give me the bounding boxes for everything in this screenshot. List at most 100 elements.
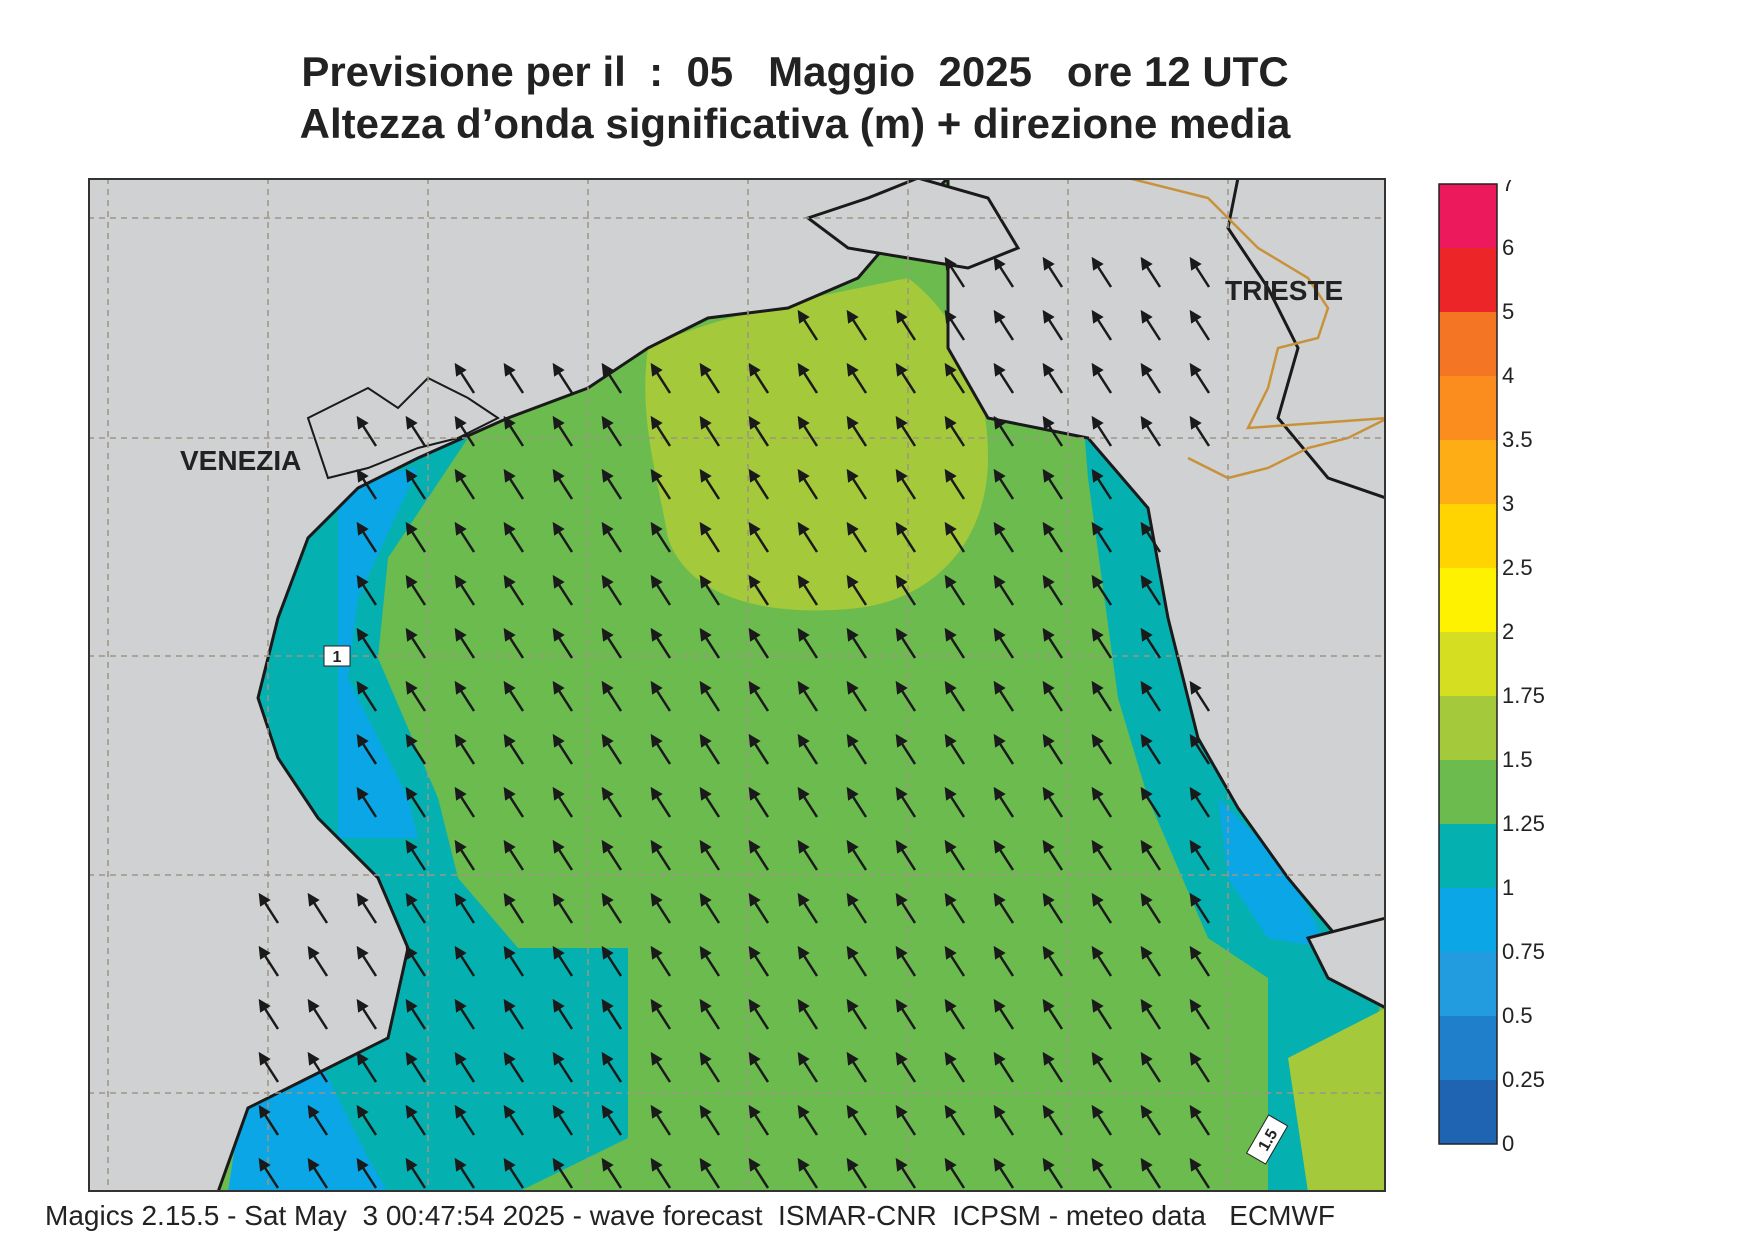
wave-arrow xyxy=(797,998,819,1030)
wave-arrow xyxy=(1042,521,1064,553)
contour-label-1: 1 xyxy=(323,645,351,667)
forecast-date-title: Previsione per il : 05 Maggio 2025 ore 1… xyxy=(301,48,1289,95)
wave-arrow xyxy=(846,839,868,871)
wave-arrow xyxy=(944,1104,966,1136)
wave-arrow xyxy=(748,468,770,500)
wave-arrow xyxy=(895,892,917,924)
wave-arrow xyxy=(454,680,476,712)
wave-arrow xyxy=(1042,574,1064,606)
wave-arrow xyxy=(797,362,819,394)
wave-arrow xyxy=(405,468,427,500)
wave-arrow xyxy=(258,945,280,977)
wave-arrow xyxy=(797,309,819,341)
wave-arrow xyxy=(699,786,721,818)
wave-arrow xyxy=(356,786,378,818)
wave-arrow xyxy=(552,1051,574,1083)
wave-arrow xyxy=(846,574,868,606)
wave-arrow xyxy=(601,415,623,447)
wave-arrow xyxy=(307,998,329,1030)
wave-arrow xyxy=(699,521,721,553)
wave-arrow xyxy=(993,309,1015,341)
wave-arrow xyxy=(258,1104,280,1136)
wave-arrow xyxy=(503,839,525,871)
wave-arrow xyxy=(895,945,917,977)
wave-arrow xyxy=(1042,1051,1064,1083)
legend-tick-label: 0.25 xyxy=(1502,1067,1545,1092)
wave-arrow xyxy=(895,733,917,765)
wave-arrow xyxy=(1091,1157,1113,1189)
wave-arrow xyxy=(895,574,917,606)
legend-tick-label: 1.5 xyxy=(1502,747,1533,772)
legend-tick-labels: 0 0.25 0.5 0.75 1 1.25 1.5 1.75 2 2.5 3 3.5 4 5 6 7 xyxy=(1502,180,1545,1156)
legend-tick-label: 6 xyxy=(1502,235,1514,260)
wave-arrow xyxy=(944,892,966,924)
wave-arrow xyxy=(552,945,574,977)
wave-arrow xyxy=(601,1104,623,1136)
wave-arrow xyxy=(1189,733,1211,765)
wave-arrow xyxy=(993,415,1015,447)
wave-arrow xyxy=(650,733,672,765)
wave-arrow xyxy=(1091,1051,1113,1083)
wave-arrow xyxy=(748,786,770,818)
wave-arrow xyxy=(1189,839,1211,871)
wave-arrow xyxy=(356,468,378,500)
contour-label-1-5: 1.5 xyxy=(1245,1114,1289,1165)
wave-arrow xyxy=(993,945,1015,977)
wave-arrow xyxy=(1091,892,1113,924)
wave-arrow xyxy=(503,1157,525,1189)
wave-arrow xyxy=(650,998,672,1030)
wave-arrow xyxy=(405,1104,427,1136)
wave-arrow xyxy=(846,998,868,1030)
wave-arrow xyxy=(846,468,868,500)
wave-arrow xyxy=(405,1157,427,1189)
wave-arrow xyxy=(1189,1157,1211,1189)
wave-arrow xyxy=(1042,309,1064,341)
wave-arrow xyxy=(650,786,672,818)
wave-arrow xyxy=(454,574,476,606)
wave-arrow xyxy=(699,733,721,765)
wave-arrow xyxy=(650,680,672,712)
legend-bin xyxy=(1439,632,1497,696)
wave-arrow xyxy=(944,309,966,341)
wave-arrow xyxy=(1140,574,1162,606)
legend-tick-label: 5 xyxy=(1502,299,1514,324)
wave-arrow xyxy=(993,1157,1015,1189)
wave-arrow xyxy=(699,1051,721,1083)
wave-arrow xyxy=(405,574,427,606)
wave-arrow xyxy=(895,786,917,818)
wave-arrow xyxy=(993,521,1015,553)
wave-arrow xyxy=(699,362,721,394)
wave-arrow xyxy=(895,998,917,1030)
wave-arrow xyxy=(993,468,1015,500)
wave-zone-15-175-se xyxy=(1288,1008,1386,1192)
wave-arrow xyxy=(454,1051,476,1083)
wave-arrow xyxy=(699,1104,721,1136)
wave-arrow xyxy=(601,945,623,977)
wave-arrow xyxy=(1042,680,1064,712)
wave-arrow xyxy=(993,256,1015,288)
wave-arrow xyxy=(454,415,476,447)
legend-tick-label: 1.75 xyxy=(1502,683,1545,708)
wave-arrow xyxy=(650,892,672,924)
wave-arrow xyxy=(503,627,525,659)
wave-arrow xyxy=(1042,998,1064,1030)
wave-arrow xyxy=(944,362,966,394)
wave-arrow xyxy=(307,1157,329,1189)
wave-arrow xyxy=(405,892,427,924)
wave-arrow xyxy=(650,627,672,659)
legend-bin xyxy=(1439,1016,1497,1080)
wave-arrow xyxy=(748,998,770,1030)
wave-arrow xyxy=(454,1157,476,1189)
wave-arrow xyxy=(846,892,868,924)
wave-arrow xyxy=(993,733,1015,765)
contour-label-1-text: 1 xyxy=(333,649,342,666)
wave-arrow xyxy=(895,839,917,871)
wave-arrow xyxy=(748,415,770,447)
city-label-trieste: TRIESTE xyxy=(1225,275,1343,306)
wave-arrow xyxy=(503,362,525,394)
wave-arrow xyxy=(601,892,623,924)
wave-arrow xyxy=(454,521,476,553)
wave-arrow xyxy=(846,309,868,341)
legend-tick-label: 7 xyxy=(1502,180,1514,196)
wave-arrow xyxy=(895,1104,917,1136)
